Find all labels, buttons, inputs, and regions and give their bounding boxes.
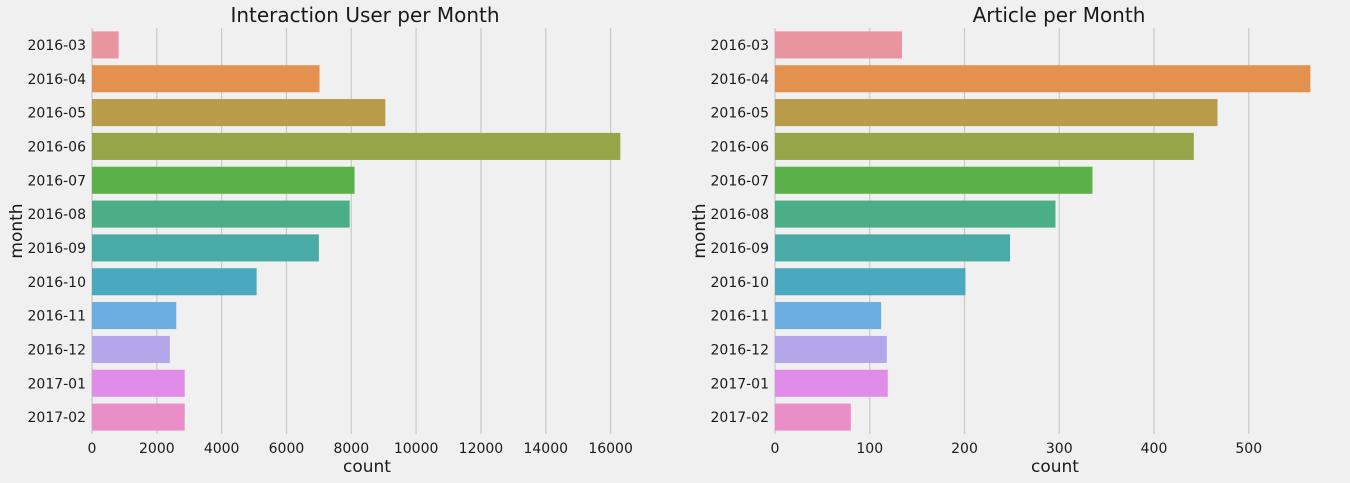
bar-2016-03: [92, 31, 119, 59]
bar-2016-11: [92, 302, 177, 330]
bar-2016-10: [775, 268, 966, 296]
y-tick-label: 2016-08: [28, 207, 87, 223]
bar-2016-11: [775, 302, 882, 330]
y-tick-label: 2016-04: [711, 72, 770, 88]
y-tick-label: 2016-03: [28, 38, 87, 54]
y-tick-label: 2016-12: [28, 342, 87, 358]
bar-2016-06: [775, 132, 1194, 160]
bar-2016-12: [775, 335, 887, 363]
x-tick-label: 12000: [459, 441, 504, 457]
x-tick-label: 500: [1235, 441, 1262, 457]
bar-2016-08: [775, 200, 1056, 228]
bar-2016-12: [92, 335, 170, 363]
x-axis-label: count: [343, 457, 391, 477]
y-tick-label: 2017-01: [28, 376, 87, 392]
y-tick-label: 2016-06: [711, 139, 770, 155]
bar-2017-02: [775, 403, 851, 431]
bar-2016-07: [92, 166, 355, 194]
chart-title: Interaction User per Month: [230, 3, 499, 27]
y-tick-label: 2016-08: [711, 207, 770, 223]
y-axis-label: month: [7, 203, 27, 258]
y-tick-label: 2016-03: [711, 38, 770, 54]
y-tick-label: 2016-06: [28, 139, 87, 155]
bar-2016-08: [92, 200, 350, 228]
x-tick-label: 16000: [588, 441, 633, 457]
y-tick-label: 2016-10: [711, 275, 770, 291]
y-tick-label: 2016-05: [711, 106, 770, 122]
x-tick-label: 4000: [204, 441, 240, 457]
y-tick-label: 2016-11: [711, 309, 770, 325]
y-tick-label: 2016-12: [711, 342, 770, 358]
chart-article: Article per Month 0 100 200 300 400 500 2016-03…: [690, 3, 1311, 477]
y-tick-label: 2016-11: [28, 309, 87, 325]
x-tick-label: 300: [1046, 441, 1073, 457]
y-axis-label: month: [690, 203, 710, 258]
x-tick-label: 400: [1141, 441, 1168, 457]
x-tick-label: 200: [951, 441, 978, 457]
x-tick-label: 0: [88, 441, 97, 457]
y-tick-label: 2016-04: [28, 72, 87, 88]
bar-2016-09: [775, 234, 1010, 262]
bar-2016-04: [92, 65, 320, 93]
chart-title: Article per Month: [973, 3, 1146, 27]
bar-2017-02: [92, 403, 185, 431]
x-tick-label: 0: [771, 441, 780, 457]
y-tick-label: 2016-07: [28, 173, 87, 189]
chart-interaction-user: Interaction User per Month 0 2000 4000 6000 8…: [7, 3, 633, 477]
bar-2016-04: [775, 65, 1311, 93]
y-tick-label: 2016-10: [28, 275, 87, 291]
x-tick-label: 8000: [333, 441, 369, 457]
x-tick-label: 6000: [269, 441, 305, 457]
bar-2016-03: [775, 31, 902, 59]
bar-2016-10: [92, 268, 257, 296]
x-axis-label: count: [1031, 457, 1079, 477]
bar-2016-07: [775, 166, 1093, 194]
y-tick-label: 2017-02: [28, 410, 87, 426]
y-tick-label: 2016-07: [711, 173, 770, 189]
bar-2017-01: [775, 369, 888, 397]
bar-2016-05: [92, 99, 386, 127]
y-tick-label: 2016-09: [711, 241, 770, 257]
bar-2016-05: [775, 99, 1218, 127]
y-tick-label: 2016-05: [28, 106, 87, 122]
bar-2017-01: [92, 369, 185, 397]
y-tick-label: 2017-02: [711, 410, 770, 426]
bar-2016-06: [92, 132, 621, 160]
y-tick-label: 2017-01: [711, 376, 770, 392]
x-tick-label: 2000: [139, 441, 175, 457]
y-tick-label: 2016-09: [28, 241, 87, 257]
bar-2016-09: [92, 234, 319, 262]
x-tick-label: 100: [856, 441, 883, 457]
x-tick-label: 10000: [394, 441, 439, 457]
x-tick-label: 14000: [523, 441, 568, 457]
